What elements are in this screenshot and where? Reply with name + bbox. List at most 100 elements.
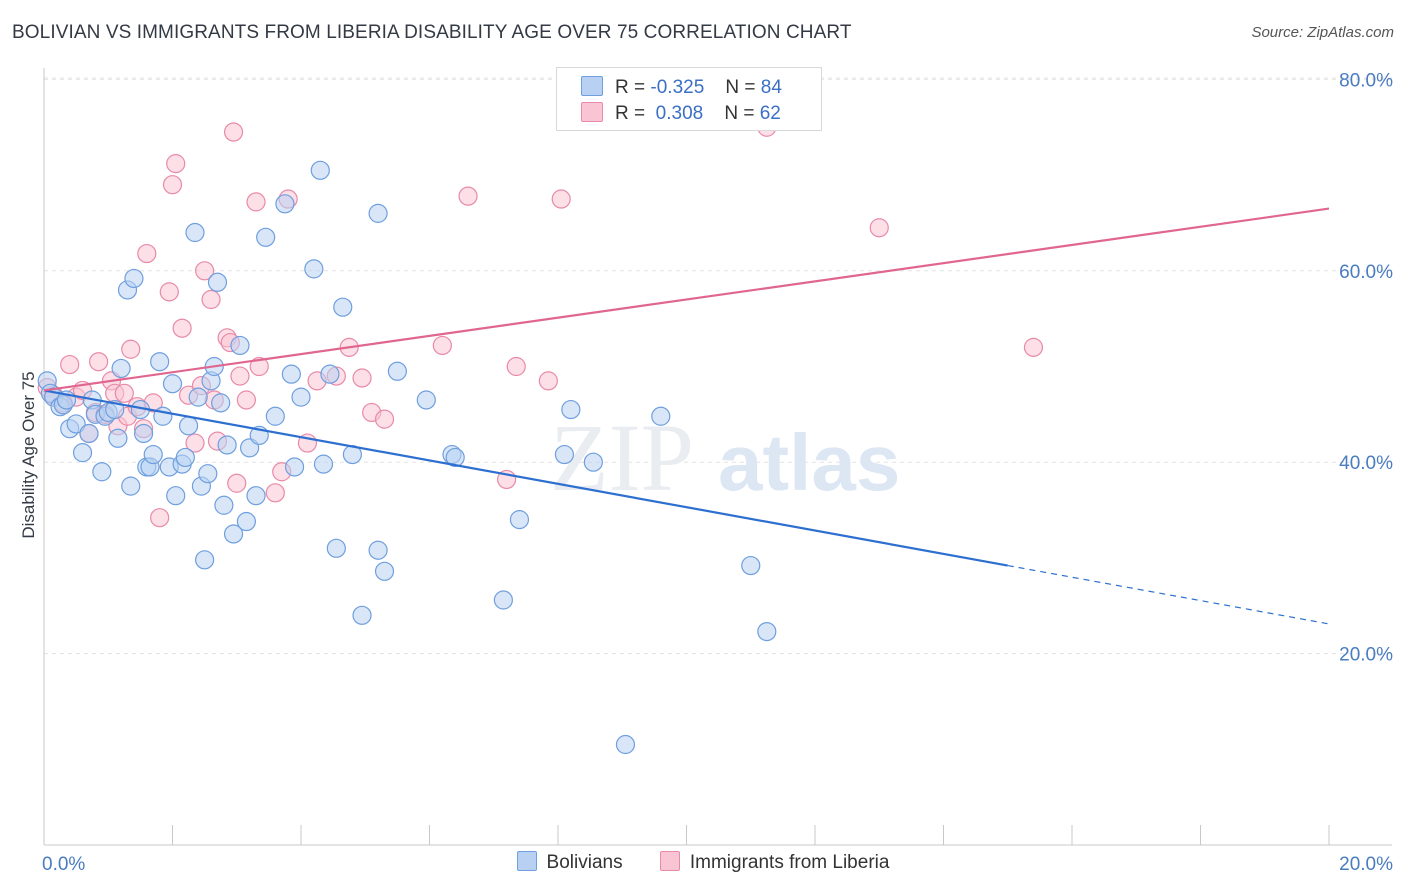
bolivians-point	[143, 444, 163, 465]
bolivians-point	[175, 447, 195, 468]
grid-lines	[44, 77, 1392, 655]
legend-n-label: N =	[724, 103, 755, 124]
bolivians-point	[211, 393, 231, 413]
bolivians-point	[741, 555, 761, 576]
liberia-trend-line	[43, 207, 1330, 392]
bolivians-point	[150, 352, 170, 372]
liberia-point	[114, 383, 134, 403]
bolivians-point	[275, 194, 295, 214]
liberia-point	[89, 352, 109, 372]
bolivians-point	[281, 364, 301, 384]
bolivians-point	[72, 443, 93, 463]
liberia-point	[1023, 337, 1044, 357]
liberia-point	[159, 282, 179, 302]
liberia-point	[374, 409, 395, 429]
liberia-point	[137, 243, 157, 264]
bolivians-point	[236, 511, 256, 532]
liberia-point	[432, 335, 452, 356]
bolivians-point	[368, 540, 388, 560]
bolivians-point	[230, 335, 250, 356]
legend-r-value: -0.325	[650, 77, 705, 98]
bolivians-point	[326, 538, 346, 558]
watermark-atlas: atlas	[718, 418, 900, 507]
bolivians-trend-extension	[1007, 564, 1330, 625]
bolivians-point	[352, 605, 372, 625]
bolivians-point	[310, 160, 330, 180]
bolivians-point	[445, 447, 465, 468]
liberia-point	[201, 289, 221, 310]
correlation-legend: R = -0.325 N = 84 R = 0.308 N = 62	[556, 67, 822, 131]
bolivians-point	[92, 462, 112, 482]
legend-row-liberia: R = 0.308 N = 62	[581, 102, 781, 128]
bolivians-point	[265, 406, 285, 426]
liberia-point	[869, 218, 889, 238]
bolivians-point	[256, 227, 276, 247]
legend-r-value: 0.308	[650, 103, 704, 124]
bolivians-trend-line	[43, 389, 1008, 567]
bolivians-point	[124, 268, 144, 289]
legend-r-label: R =	[615, 77, 646, 98]
bolivians-point	[111, 358, 131, 379]
bolivians-point	[416, 390, 436, 410]
bolivians-point	[66, 414, 86, 434]
bolivians-point	[79, 423, 99, 444]
liberia-point	[223, 122, 244, 142]
bolivians-point	[162, 374, 183, 394]
bolivians-point	[178, 416, 199, 436]
liberia-point	[236, 390, 256, 410]
bolivians-point	[561, 399, 581, 420]
bolivians-point	[333, 297, 353, 317]
liberia-point	[195, 261, 215, 281]
x-tick-label-min: 0.0%	[42, 854, 85, 875]
watermark-zip: ZIP	[550, 404, 694, 511]
series-swatch-blue	[516, 851, 537, 871]
trend-lines	[43, 207, 1330, 625]
y-axis-label: Disability Age Over 75	[19, 371, 38, 538]
bolivians-point	[166, 486, 186, 506]
series-legend-bolivians: Bolivians	[516, 851, 623, 874]
liberia-point	[249, 356, 269, 377]
liberia-point	[162, 175, 183, 195]
x-tick-label-max: 20.0%	[1339, 854, 1393, 875]
bolivians-point	[651, 406, 671, 426]
bolivians-point	[223, 524, 244, 544]
bolivians-point	[198, 464, 218, 484]
bolivians-point	[313, 454, 334, 474]
liberia-point	[121, 339, 141, 359]
series-bolivians-points	[37, 160, 777, 755]
y-tick-labels: 20.0% 40.0% 60.0% 80.0%	[1339, 70, 1393, 665]
liberia-point	[458, 186, 478, 206]
bolivians-point	[291, 387, 311, 407]
series-legend: Bolivians Immigrants from Liberia	[0, 851, 1406, 874]
zipatlas-watermark: ZIP atlas	[550, 404, 900, 511]
bolivians-point	[284, 457, 305, 477]
chart-title: BOLIVIAN VS IMMIGRANTS FROM LIBERIA DISA…	[12, 22, 852, 43]
bolivians-point	[188, 387, 208, 407]
liberia-point	[166, 154, 186, 174]
legend-swatch-pink	[581, 102, 603, 122]
y-tick-label-40: 40.0%	[1339, 453, 1393, 474]
bolivians-point	[217, 435, 237, 455]
axes	[43, 68, 1392, 846]
series-legend-liberia: Immigrants from Liberia	[659, 851, 890, 874]
bolivians-point	[320, 364, 340, 384]
bolivians-point	[195, 550, 215, 570]
y-tick-label-80: 80.0%	[1339, 70, 1393, 91]
legend-n-label: N =	[725, 77, 756, 98]
series-legend-label: Immigrants from Liberia	[689, 852, 890, 873]
legend-n-value: 84	[760, 77, 782, 98]
series-liberia-points	[37, 117, 1044, 528]
bolivians-point	[121, 476, 141, 496]
liberia-point	[506, 356, 526, 377]
bolivians-point	[185, 222, 205, 243]
bolivians-point	[387, 361, 407, 381]
legend-r-label: R =	[615, 103, 646, 124]
liberia-point	[538, 371, 558, 391]
y-tick-label-20: 20.0%	[1339, 645, 1393, 666]
liberia-point	[230, 366, 250, 386]
series-swatch-pink	[659, 851, 680, 871]
liberia-point	[265, 483, 285, 503]
liberia-point	[227, 473, 247, 493]
bolivians-point	[108, 428, 128, 448]
